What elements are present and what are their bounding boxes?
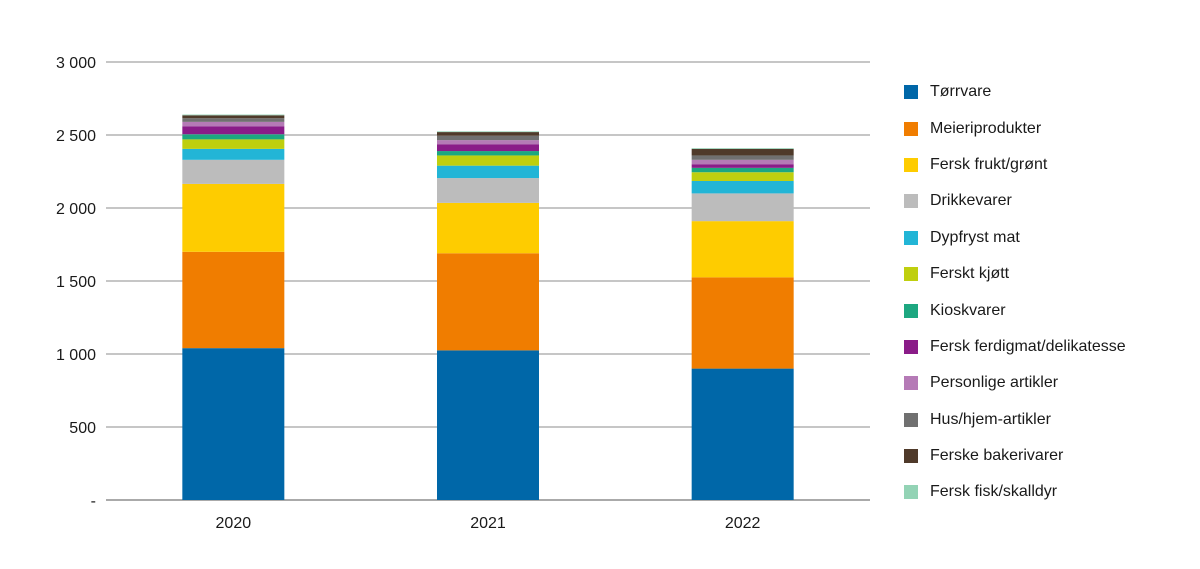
legend-swatch (904, 485, 918, 500)
y-tick-label: 1 000 (56, 347, 96, 364)
bar-segment (691, 172, 794, 181)
bar-segment (691, 159, 794, 165)
bar-segment (691, 368, 794, 500)
bar-segment (437, 155, 539, 166)
y-tick-label: 2 500 (56, 128, 96, 145)
bar-segment (182, 251, 285, 349)
y-tick-label: 1 500 (56, 274, 96, 291)
bar-segment (182, 118, 285, 122)
legend-label: Kioskvarer (930, 301, 1006, 319)
bar-segment (437, 140, 539, 145)
legend-swatch (904, 230, 918, 245)
bar-segment (182, 348, 285, 500)
legend-item: Hus/hjem-artikler (904, 402, 1194, 438)
bar-segment (182, 159, 285, 184)
bar-segment (437, 151, 539, 156)
x-category-label: 2020 (216, 515, 252, 532)
bar-segment (437, 135, 539, 141)
x-category-label: 2022 (725, 515, 761, 532)
legend-swatch (904, 449, 918, 464)
legend-label: Tørrvare (930, 83, 992, 101)
bar-segment (437, 144, 539, 152)
legend-label: Meieriprodukter (930, 119, 1042, 137)
y-axis-ticks: - 500 1 000 1 500 2 000 2 500 3 000 (56, 55, 96, 510)
bars (182, 114, 794, 500)
legend-item: Drikkevarer (904, 183, 1194, 219)
bar-segment (437, 350, 539, 500)
legend-label: Hus/hjem-artikler (930, 410, 1051, 428)
legend-swatch (904, 121, 918, 136)
bar-stack-2021 (437, 131, 539, 500)
legend-swatch (904, 412, 918, 427)
y-tick-label: - (91, 493, 96, 510)
bar-segment (691, 221, 794, 278)
legend-item: Personlige artikler (904, 365, 1194, 401)
bar-segment (691, 164, 794, 168)
bar-segment (182, 115, 285, 119)
bar-stack-2020 (182, 114, 285, 500)
bar-segment (691, 148, 794, 156)
bar-segment (182, 121, 285, 127)
bar-segment (437, 253, 539, 351)
legend-item: Fersk fisk/skalldyr (904, 474, 1194, 510)
legend-item: Meieriprodukter (904, 110, 1194, 146)
bar-segment (182, 148, 285, 160)
legend-label: Dypfryst mat (930, 228, 1020, 246)
bar-segment (691, 180, 794, 194)
x-axis-categories: 2020 2021 2022 (216, 515, 761, 532)
legend-label: Ferskt kjøtt (930, 265, 1010, 283)
bar-segment (691, 277, 794, 369)
bar-segment (182, 134, 285, 140)
legend-label: Personlige artikler (930, 374, 1059, 392)
legend-item: Dypfryst mat (904, 220, 1194, 256)
y-tick-label: 2 000 (56, 201, 96, 218)
legend-item: Ferske bakerivarer (904, 438, 1194, 474)
bar-segment (182, 126, 285, 135)
x-category-label: 2021 (470, 515, 506, 532)
bar-segment (437, 165, 539, 179)
legend-label: Ferske bakerivarer (930, 447, 1064, 465)
legend-label: Fersk frukt/grønt (930, 155, 1048, 173)
bar-segment (182, 183, 285, 252)
bar-stack-2022 (691, 148, 794, 500)
bar-segment (691, 167, 794, 173)
bar-segment (437, 178, 539, 203)
legend-item: Fersk ferdigmat/delikatesse (904, 329, 1194, 365)
legend: Tørrvare Meieriprodukter Fersk frukt/grønt… (904, 74, 1194, 511)
legend-swatch (904, 157, 918, 172)
legend-swatch (904, 85, 918, 100)
y-tick-label: 500 (69, 420, 96, 437)
legend-item: Fersk frukt/grønt (904, 147, 1194, 183)
legend-label: Fersk ferdigmat/delikatesse (930, 337, 1126, 355)
bar-segment (437, 132, 539, 136)
legend-swatch (904, 194, 918, 209)
legend-swatch (904, 303, 918, 318)
legend-item: Ferskt kjøtt (904, 256, 1194, 292)
legend-item: Tørrvare (904, 74, 1194, 110)
legend-label: Fersk fisk/skalldyr (930, 483, 1058, 501)
bar-segment (691, 148, 794, 149)
bar-segment (691, 155, 794, 160)
legend-label: Drikkevarer (930, 192, 1012, 210)
y-tick-label: 3 000 (56, 55, 96, 72)
bar-segment (182, 139, 285, 149)
legend-swatch (904, 376, 918, 391)
bar-segment (437, 131, 539, 133)
bar-segment (182, 114, 285, 116)
bar-segment (691, 193, 794, 222)
legend-item: Kioskvarer (904, 292, 1194, 328)
legend-swatch (904, 339, 918, 354)
bar-segment (437, 202, 539, 254)
legend-swatch (904, 267, 918, 282)
